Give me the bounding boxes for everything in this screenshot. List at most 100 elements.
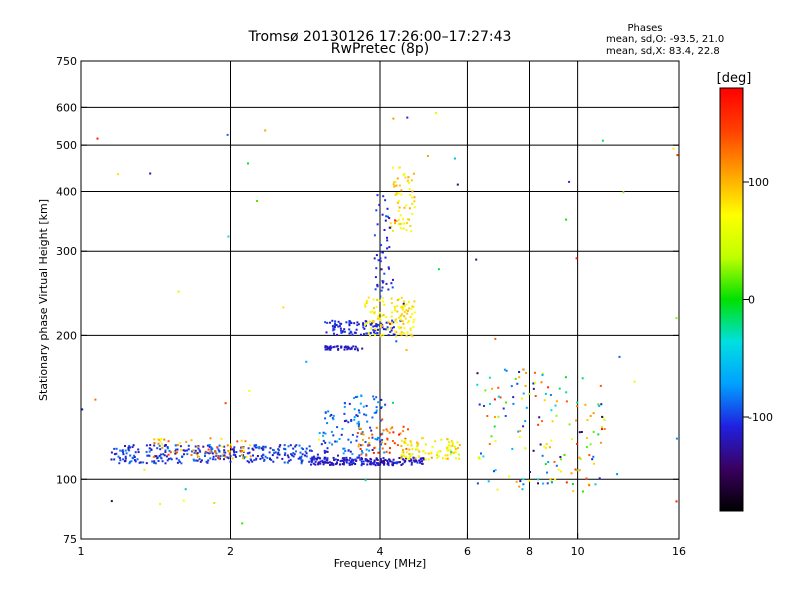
data-point — [388, 431, 391, 434]
data-point — [385, 282, 388, 285]
data-point — [376, 223, 379, 226]
x-tick-label: 10 — [571, 545, 585, 558]
data-point — [336, 333, 339, 336]
data-point — [352, 461, 355, 464]
data-point — [391, 286, 394, 289]
data-point — [336, 426, 339, 429]
data-point — [159, 453, 162, 456]
data-point — [216, 446, 219, 449]
data-point — [416, 445, 419, 448]
data-point — [319, 457, 322, 460]
data-point — [409, 193, 412, 196]
data-point — [278, 445, 281, 448]
data-point — [332, 329, 335, 332]
data-point — [537, 482, 539, 485]
data-point — [390, 329, 393, 332]
data-point — [382, 280, 385, 283]
data-point — [369, 331, 372, 334]
data-point — [392, 401, 394, 404]
data-point — [292, 452, 295, 455]
data-point — [410, 444, 413, 447]
data-point — [319, 462, 322, 465]
data-point — [343, 447, 346, 450]
data-point — [541, 373, 544, 376]
data-point — [176, 444, 179, 447]
data-point — [137, 448, 140, 451]
data-point — [497, 395, 500, 398]
data-point — [113, 453, 116, 456]
data-point — [390, 297, 393, 300]
data-point — [348, 462, 351, 465]
data-point — [405, 229, 408, 232]
data-point — [246, 460, 249, 463]
data-point — [399, 227, 402, 230]
data-point — [408, 455, 411, 458]
data-point — [369, 457, 372, 460]
data-point — [324, 441, 327, 444]
data-point — [305, 455, 308, 458]
data-point — [153, 444, 156, 447]
data-point — [124, 455, 127, 458]
data-point — [248, 451, 251, 454]
data-point — [332, 327, 335, 330]
data-point — [411, 196, 414, 199]
data-point — [446, 438, 449, 441]
data-point — [633, 380, 636, 383]
data-point — [244, 440, 247, 443]
data-point — [382, 300, 385, 303]
data-point — [497, 386, 500, 389]
data-point — [253, 459, 256, 462]
data-point — [326, 457, 329, 460]
data-point — [365, 414, 368, 417]
data-point — [174, 452, 177, 455]
data-point — [405, 455, 408, 458]
data-point — [191, 450, 193, 453]
data-point — [393, 185, 396, 188]
data-point — [272, 460, 275, 463]
data-point — [675, 437, 678, 440]
data-point — [578, 456, 581, 459]
data-point — [229, 455, 232, 458]
data-point — [81, 408, 84, 411]
data-point — [347, 438, 350, 441]
data-point — [364, 323, 366, 326]
data-point — [541, 420, 543, 423]
data-point — [323, 449, 326, 452]
data-point — [241, 453, 244, 456]
data-point — [522, 392, 525, 395]
data-point — [436, 451, 439, 454]
data-point — [310, 460, 313, 463]
data-point — [226, 133, 229, 136]
data-point — [328, 441, 331, 444]
data-point — [177, 459, 180, 462]
data-point — [478, 457, 481, 460]
data-point — [394, 222, 396, 225]
data-point — [578, 469, 581, 472]
data-point — [305, 447, 308, 450]
data-point — [199, 460, 202, 463]
x-tick-label: 1 — [78, 545, 85, 558]
data-point — [329, 461, 331, 464]
data-point — [119, 449, 122, 452]
data-point — [124, 445, 126, 447]
data-point — [452, 442, 454, 445]
data-point — [369, 335, 371, 337]
chart-title: Tromsø 20130126 17:26:00–17:27:43 — [248, 29, 512, 45]
data-point — [332, 414, 335, 417]
data-point — [493, 470, 495, 473]
data-point — [366, 322, 369, 325]
data-point — [215, 455, 218, 457]
data-point — [125, 452, 128, 455]
data-point — [373, 411, 376, 414]
data-point — [156, 457, 159, 460]
data-point — [395, 331, 398, 334]
data-point — [310, 463, 312, 466]
y-tick-label: 75 — [63, 533, 77, 546]
data-point — [545, 442, 548, 445]
data-point — [194, 445, 197, 448]
data-point — [180, 462, 183, 465]
data-point — [419, 461, 422, 464]
data-point — [292, 455, 295, 458]
data-point — [255, 444, 258, 447]
data-point — [342, 447, 345, 450]
